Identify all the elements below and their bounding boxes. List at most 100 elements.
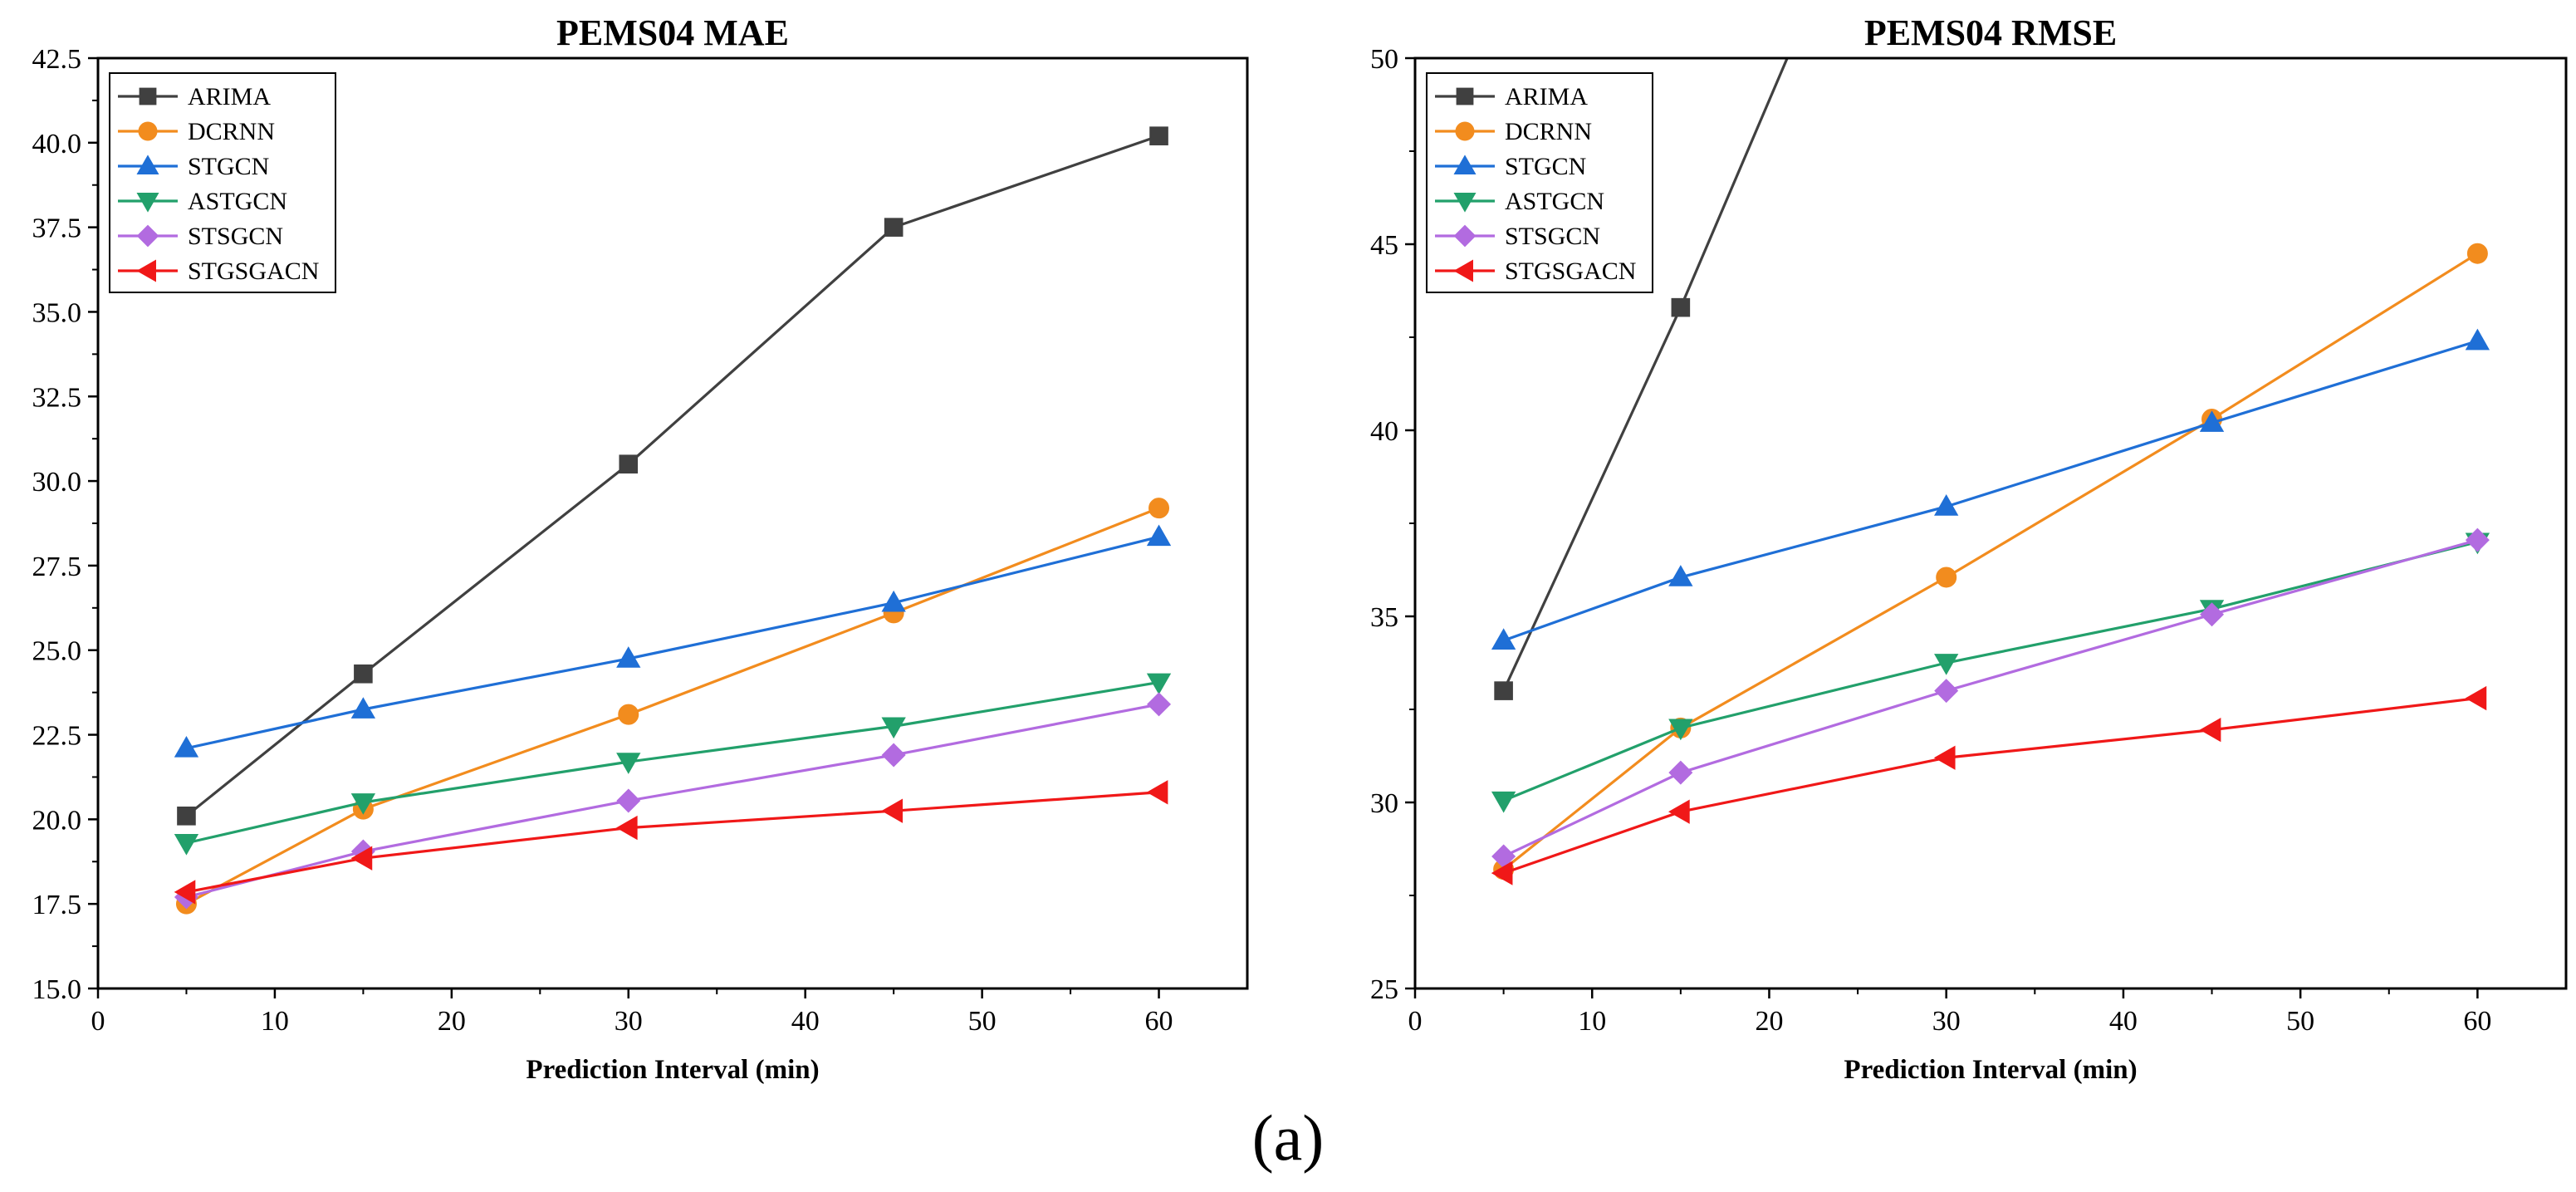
x-axis-label: Prediction Interval (min) bbox=[1844, 1055, 2137, 1085]
data-point bbox=[177, 806, 196, 826]
series-stgsgacn bbox=[1491, 685, 2487, 885]
legend: ARIMA DCRNN STGCN ASTGCN STSGCN STGSGACN bbox=[1426, 72, 1653, 293]
y-tick-label: 22.5 bbox=[32, 721, 82, 752]
data-point bbox=[1934, 679, 1959, 704]
data-point bbox=[1668, 799, 1690, 824]
x-tick-label: 10 bbox=[261, 1006, 289, 1037]
chart-title: PEMS04 MAE bbox=[556, 12, 789, 53]
legend-marker bbox=[1456, 87, 1474, 105]
series-line bbox=[1502, 252, 2479, 871]
legend-item-stgsgacn: STGSGACN bbox=[1435, 258, 1636, 285]
legend-marker bbox=[138, 121, 158, 141]
x-tick-label: 30 bbox=[1932, 1006, 1961, 1037]
plot-frame bbox=[1413, 56, 2568, 990]
series-stgsgacn bbox=[174, 780, 1168, 905]
y-tick-label: 25 bbox=[1370, 974, 1398, 1005]
data-point bbox=[881, 743, 906, 768]
series-line bbox=[186, 535, 1159, 750]
data-point bbox=[1936, 567, 1957, 588]
y-tick-label: 17.5 bbox=[32, 890, 82, 920]
data-point bbox=[881, 717, 906, 739]
x-tick-label: 20 bbox=[1755, 1006, 1783, 1037]
data-point bbox=[1146, 780, 1168, 805]
x-tick-label: 50 bbox=[2286, 1006, 2314, 1037]
x-tick-label: 10 bbox=[1578, 1006, 1606, 1037]
legend-item-stgcn: STGCN bbox=[118, 153, 269, 180]
legend-marker bbox=[1453, 155, 1477, 174]
y-tick-label: 40.0 bbox=[32, 129, 82, 159]
legend-marker bbox=[1453, 224, 1477, 248]
y-tick-label: 30.0 bbox=[32, 467, 82, 498]
data-point bbox=[2465, 685, 2487, 711]
legend-box bbox=[109, 72, 336, 293]
legend-label: ARIMA bbox=[1505, 83, 1588, 110]
x-tick-label: 0 bbox=[1408, 1006, 1423, 1037]
y-tick-label: 35.0 bbox=[32, 297, 82, 328]
series-dcrnn bbox=[1493, 243, 2488, 881]
series-astgcn bbox=[174, 673, 1172, 856]
data-point bbox=[1491, 861, 1513, 885]
legend-item-astgcn: ASTGCN bbox=[118, 188, 287, 215]
legend-marker bbox=[1455, 121, 1475, 141]
data-point bbox=[2199, 410, 2225, 432]
data-point bbox=[615, 815, 638, 841]
series-line bbox=[186, 680, 1159, 845]
data-point bbox=[1934, 494, 1959, 516]
data-point bbox=[618, 704, 639, 725]
x-tick-label: 40 bbox=[2109, 1006, 2138, 1037]
data-point bbox=[1668, 565, 1693, 586]
legend-item-stsgcn: STSGCN bbox=[118, 223, 283, 250]
data-point bbox=[2466, 243, 2488, 264]
legend-item-dcrnn: DCRNN bbox=[118, 118, 275, 145]
legend-item-dcrnn: DCRNN bbox=[1435, 118, 1592, 145]
legend-label: DCRNN bbox=[1505, 118, 1592, 145]
data-point bbox=[616, 753, 641, 774]
series-stsgcn bbox=[1491, 527, 2490, 869]
chart-title: PEMS04 RMSE bbox=[1864, 12, 2117, 53]
data-point bbox=[1933, 745, 1956, 770]
x-tick-label: 50 bbox=[968, 1006, 997, 1037]
data-point bbox=[2465, 328, 2490, 351]
data-point bbox=[350, 697, 376, 719]
x-tick-label: 0 bbox=[91, 1006, 105, 1037]
data-point bbox=[1146, 673, 1172, 695]
legend-label: ASTGCN bbox=[1505, 188, 1604, 215]
legend-marker bbox=[136, 193, 159, 213]
y-tick-label: 27.5 bbox=[32, 552, 82, 582]
legend-label: STSGCN bbox=[1505, 223, 1600, 250]
y-tick-label: 37.5 bbox=[32, 213, 82, 244]
legend-item-arima: ARIMA bbox=[1435, 83, 1588, 110]
plot-frame bbox=[96, 56, 1249, 990]
legend-marker bbox=[1453, 193, 1477, 213]
data-point bbox=[2465, 527, 2490, 552]
series-line bbox=[1502, 58, 1789, 692]
legend-item-stsgcn: STSGCN bbox=[1435, 223, 1600, 250]
data-point bbox=[619, 454, 639, 474]
y-tick-label: 25.0 bbox=[32, 636, 82, 667]
series-line bbox=[186, 703, 1159, 899]
data-point bbox=[1668, 719, 1693, 741]
x-tick-label: 40 bbox=[791, 1006, 820, 1037]
y-tick-label: 15.0 bbox=[32, 974, 82, 1005]
y-tick-label: 45 bbox=[1370, 230, 1398, 261]
legend: ARIMA DCRNN STGCN ASTGCN STSGCN STGSGACN bbox=[109, 72, 336, 293]
data-point bbox=[1146, 524, 1172, 547]
data-point bbox=[616, 646, 641, 668]
data-point bbox=[1491, 628, 1516, 650]
legend-item-arima: ARIMA bbox=[118, 83, 271, 110]
legend-marker bbox=[136, 155, 159, 174]
legend-label: ASTGCN bbox=[188, 188, 287, 215]
series-stgcn bbox=[1491, 328, 2490, 650]
legend-label: STGSGACN bbox=[1505, 258, 1636, 285]
chart-panel-2: PEMS04 RMSE 0 10 20 30 40 50 60 25 30 35 40 45 50 Pred… bbox=[1370, 12, 2568, 1085]
data-point bbox=[1668, 760, 1693, 785]
data-point bbox=[881, 590, 906, 612]
legend-box bbox=[1426, 72, 1653, 293]
series-stgcn bbox=[174, 524, 1172, 758]
x-tick-label: 60 bbox=[2463, 1006, 2491, 1037]
plot-area bbox=[1491, 58, 2490, 885]
plot-area bbox=[174, 126, 1172, 915]
legend-item-astgcn: ASTGCN bbox=[1435, 188, 1604, 215]
y-tick-label: 30 bbox=[1370, 788, 1398, 819]
